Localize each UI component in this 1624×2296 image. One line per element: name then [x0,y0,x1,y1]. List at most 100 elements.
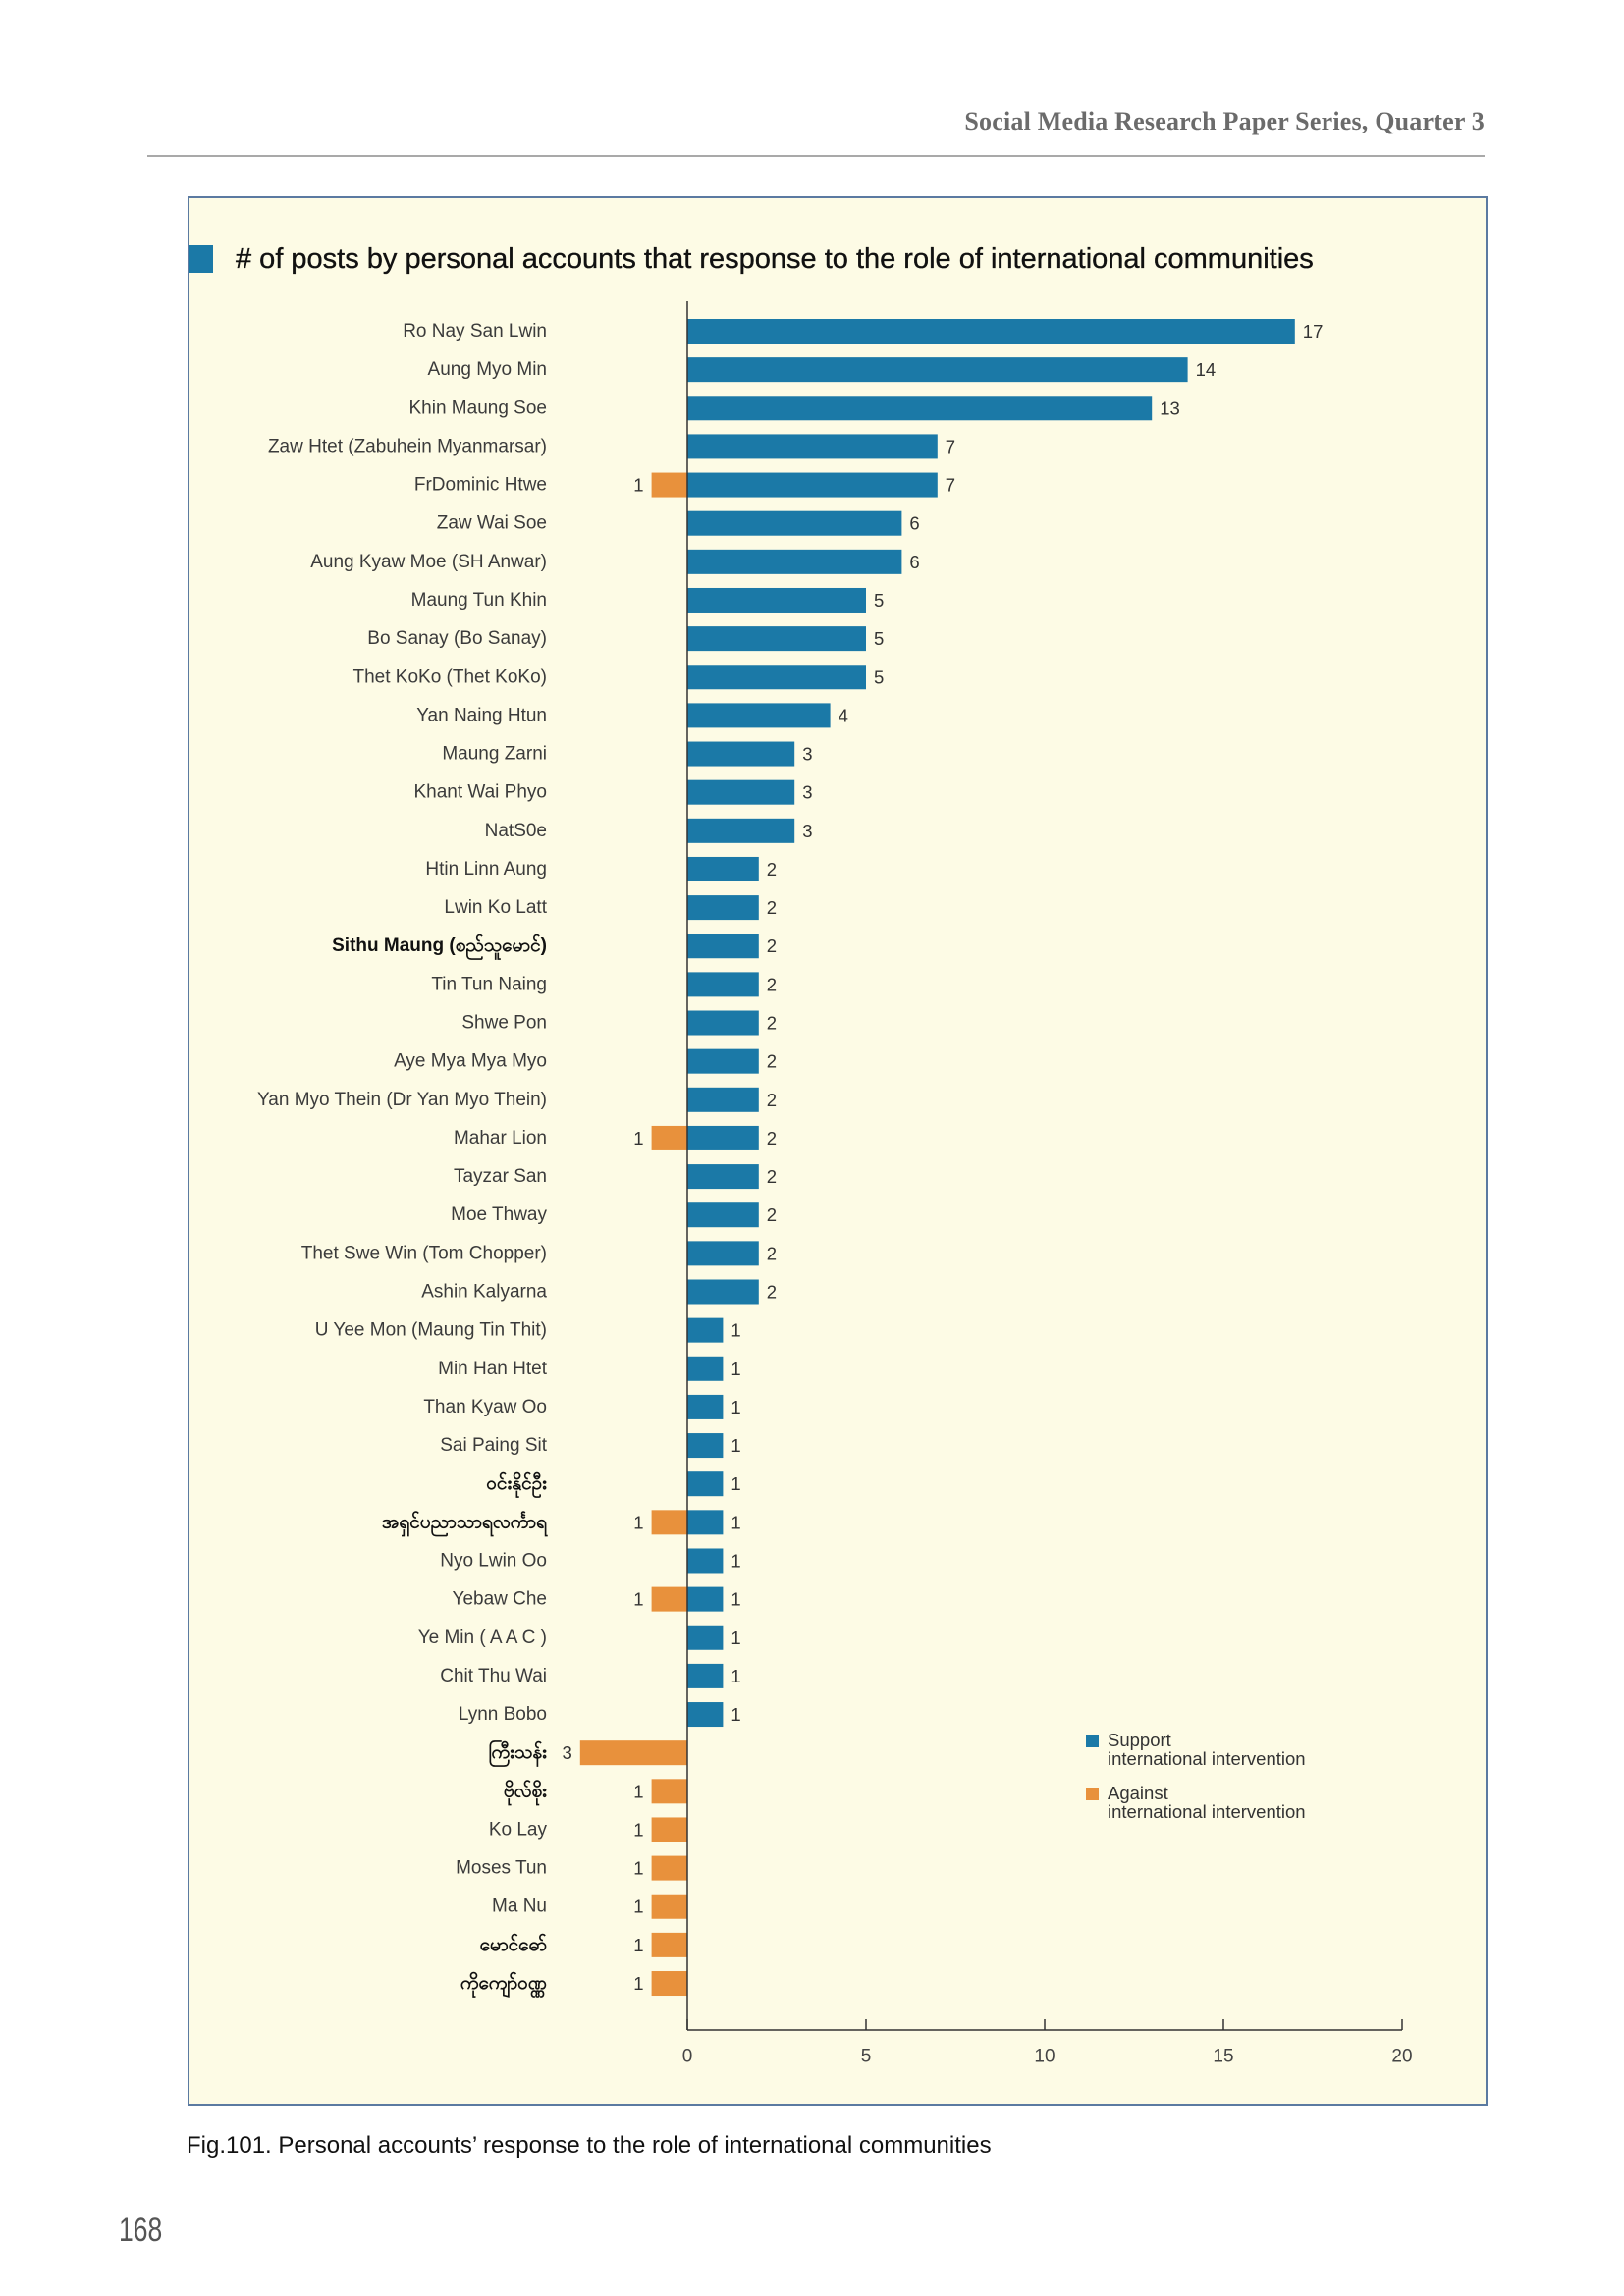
bar-support [687,510,902,536]
category-label: Than Kyaw Oo [423,1397,547,1417]
bar-support [687,1241,759,1266]
category-label: Chit Thu Wai [440,1666,547,1686]
bar-support [687,1548,724,1574]
category-label: Shwe Pon [461,1013,547,1034]
bars [579,319,1295,1997]
bar-support [687,1087,759,1112]
legend-swatch-against [1086,1788,1099,1800]
bar-support [687,626,866,652]
category-label: Mahar Lion [454,1128,547,1148]
category-label: Min Han Htet [438,1359,548,1379]
bar-support [687,587,866,613]
category-label: Thet KoKo (Thet KoKo) [353,667,548,687]
bar-against [651,1932,687,1957]
legend-label-line: Against [1108,1783,1168,1803]
category-label: Ye Min ( A A C ) [418,1628,547,1648]
value-label-support: 2 [767,935,777,956]
category-label: Ko Lay [489,1819,548,1840]
category-label: Thet Swe Win (Tom Chopper) [301,1243,547,1263]
chart-title: # of posts by personal accounts that res… [236,243,1314,275]
bar-support [687,1010,759,1036]
bar-support [687,1164,759,1190]
x-tick-label: 20 [1391,2047,1412,2067]
category-label: Lynn Bobo [459,1704,547,1725]
category-label: Yan Myo Thein (Dr Yan Myo Thein) [257,1090,547,1110]
category-label: Sai Paing Sit [440,1435,548,1456]
value-label-support: 3 [802,821,812,841]
bar-support [687,1279,759,1305]
value-label-support: 2 [767,1243,777,1263]
bar-support [687,1394,724,1419]
category-label: ဝင်းနိုင်ဦး [486,1470,547,1499]
bar-against [651,1855,687,1881]
header-divider [147,155,1485,157]
category-label: Ro Nay San Lwin [403,321,547,342]
bar-support [687,1510,724,1535]
category-label: ကြီးသန်း [488,1738,547,1768]
value-label-support: 17 [1303,321,1324,342]
category-label: Ashin Kalyarna [421,1282,547,1303]
legend-item-against: Against international intervention [1086,1784,1306,1821]
value-label-against: 1 [633,1973,643,1994]
legend-label-against: Against international intervention [1108,1784,1306,1821]
value-label-against: 1 [633,475,643,496]
category-label: Sithu Maung (စည်သူမောင်) [332,933,547,961]
value-label-support: 1 [731,1589,740,1610]
category-label: Aung Kyaw Moe (SH Anwar) [310,552,547,572]
value-label-support: 1 [731,1666,740,1686]
category-label: Maung Tun Khin [411,590,547,611]
bar-support [687,1356,724,1381]
value-label-support: 3 [802,782,812,803]
value-label-support: 6 [909,552,919,572]
bar-support [687,434,938,459]
bar-support [687,895,759,921]
category-label: အရှင်ပညာသာရလင်္ကာရ [382,1509,548,1537]
chart-panel: # of posts by personal accounts that res… [188,196,1488,2106]
value-label-support: 2 [767,1013,777,1034]
category-label: Zaw Wai Soe [437,513,547,534]
legend-label-line: international intervention [1108,1801,1306,1822]
bar-support [687,549,902,574]
bar-support [687,818,795,843]
category-label: Aye Mya Mya Myo [394,1051,547,1072]
value-label-support: 2 [767,974,777,994]
category-label: မောင်ဓော် [480,1932,548,1955]
bar-support [687,934,759,959]
category-label: Moe Thway [451,1204,547,1225]
value-label-against: 1 [633,1819,643,1840]
value-label-support: 14 [1196,359,1217,380]
value-label-support: 2 [767,1051,777,1072]
x-tick-label: 0 [682,2047,693,2067]
x-tick-label: 10 [1034,2047,1055,2067]
legend-label-line: Support [1108,1730,1171,1750]
category-label: Zaw Htet (Zabuhein Myanmarsar) [268,436,547,456]
value-label-support: 5 [874,628,884,649]
category-label: Bo Sanay (Bo Sanay) [367,628,547,649]
bar-against [651,1817,687,1842]
value-label-support: 1 [731,1550,740,1571]
x-axis: 0 5 10 15 20 [682,301,1413,2067]
bar-support [687,1048,759,1074]
bar-support [687,1433,724,1459]
bar-against [651,1894,687,1919]
category-label: ဗိုလ်စိုး [504,1778,547,1806]
bar-against [651,472,687,498]
category-label: Moses Tun [456,1858,547,1879]
bar-against [651,1779,687,1804]
value-label-support: 1 [731,1473,740,1494]
value-label-against: 1 [633,1589,643,1610]
bar-support [687,741,795,767]
category-label: NatS0e [485,821,547,841]
bar-support [687,1471,724,1497]
value-label-support: 1 [731,1704,740,1725]
value-label-support: 2 [767,1166,777,1187]
value-label-support: 2 [767,1128,777,1148]
bar-support [687,1625,724,1650]
page-number: 168 [119,2212,163,2249]
bar-against [651,1586,687,1612]
legend-label-support: Support international intervention [1108,1731,1306,1768]
category-label: Yan Naing Htun [416,705,547,725]
bar-support [687,472,938,498]
value-label-support: 1 [731,1320,740,1341]
x-tick-label: 5 [861,2047,872,2067]
